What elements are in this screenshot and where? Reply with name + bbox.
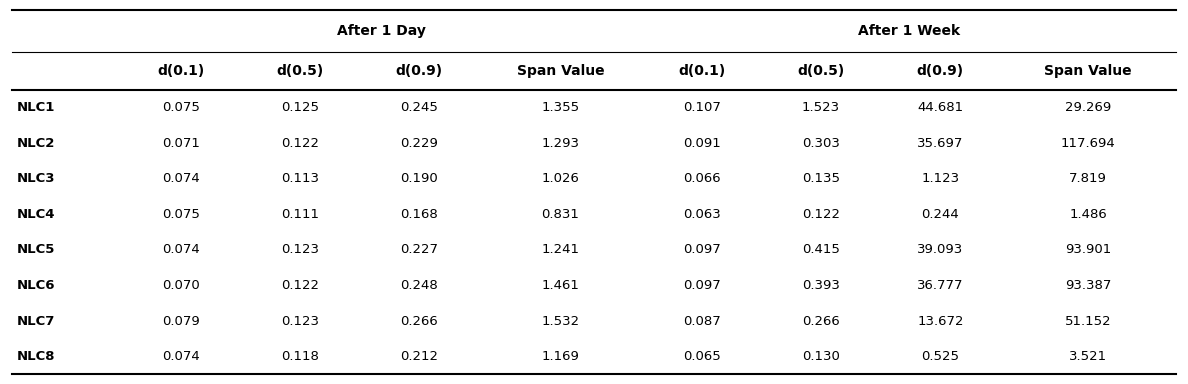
Text: 1.461: 1.461	[542, 279, 580, 292]
Text: After 1 Day: After 1 Day	[337, 23, 426, 38]
Text: 1.293: 1.293	[542, 137, 580, 150]
Text: NLC6: NLC6	[17, 279, 55, 292]
Text: 44.681: 44.681	[917, 101, 963, 114]
Text: 1.123: 1.123	[922, 172, 960, 185]
Text: NLC1: NLC1	[17, 101, 55, 114]
Text: 0.118: 0.118	[282, 350, 318, 363]
Text: 0.113: 0.113	[282, 172, 320, 185]
Text: 0.123: 0.123	[282, 243, 320, 257]
Text: 0.111: 0.111	[282, 208, 320, 221]
Text: 0.075: 0.075	[162, 101, 200, 114]
Text: 0.107: 0.107	[683, 101, 721, 114]
Text: 0.122: 0.122	[282, 279, 320, 292]
Text: 0.135: 0.135	[802, 172, 840, 185]
Text: 0.525: 0.525	[922, 350, 960, 363]
Text: Span Value: Span Value	[517, 64, 605, 78]
Text: 1.169: 1.169	[542, 350, 580, 363]
Text: 0.071: 0.071	[162, 137, 200, 150]
Text: 0.065: 0.065	[683, 350, 721, 363]
Text: 7.819: 7.819	[1069, 172, 1107, 185]
Text: 0.070: 0.070	[162, 279, 200, 292]
Text: 1.241: 1.241	[542, 243, 580, 257]
Text: 0.122: 0.122	[802, 208, 840, 221]
Text: 0.248: 0.248	[400, 279, 438, 292]
Text: 13.672: 13.672	[917, 314, 963, 328]
Text: d(0.5): d(0.5)	[797, 64, 845, 78]
Text: 0.066: 0.066	[683, 172, 720, 185]
Text: 117.694: 117.694	[1061, 137, 1116, 150]
Text: 0.123: 0.123	[282, 314, 320, 328]
Text: 1.026: 1.026	[542, 172, 580, 185]
Text: 36.777: 36.777	[917, 279, 963, 292]
Text: 3.521: 3.521	[1069, 350, 1107, 363]
Text: 0.079: 0.079	[162, 314, 200, 328]
Text: 0.168: 0.168	[400, 208, 438, 221]
Text: 0.244: 0.244	[922, 208, 959, 221]
Text: d(0.1): d(0.1)	[678, 64, 726, 78]
Text: NLC7: NLC7	[17, 314, 55, 328]
Text: NLC2: NLC2	[17, 137, 55, 150]
Text: 93.387: 93.387	[1064, 279, 1111, 292]
Text: 35.697: 35.697	[917, 137, 963, 150]
Text: After 1 Week: After 1 Week	[858, 23, 960, 38]
Text: 0.229: 0.229	[400, 137, 438, 150]
Text: 0.063: 0.063	[683, 208, 721, 221]
Text: 0.097: 0.097	[683, 279, 721, 292]
Text: 0.122: 0.122	[282, 137, 320, 150]
Text: 0.831: 0.831	[542, 208, 580, 221]
Text: 0.190: 0.190	[400, 172, 438, 185]
Text: 0.245: 0.245	[400, 101, 438, 114]
Text: NLC4: NLC4	[17, 208, 55, 221]
Text: 51.152: 51.152	[1064, 314, 1112, 328]
Text: Span Value: Span Value	[1044, 64, 1132, 78]
Text: 0.074: 0.074	[162, 243, 200, 257]
Text: 0.227: 0.227	[400, 243, 438, 257]
Text: 0.091: 0.091	[683, 137, 721, 150]
Text: NLC5: NLC5	[17, 243, 55, 257]
Text: 1.355: 1.355	[542, 101, 580, 114]
Text: d(0.1): d(0.1)	[157, 64, 204, 78]
Text: NLC8: NLC8	[17, 350, 55, 363]
Text: 0.266: 0.266	[400, 314, 438, 328]
Text: 0.212: 0.212	[400, 350, 438, 363]
Text: 0.393: 0.393	[802, 279, 840, 292]
Text: 0.130: 0.130	[802, 350, 840, 363]
Text: 29.269: 29.269	[1064, 101, 1111, 114]
Text: 0.075: 0.075	[162, 208, 200, 221]
Text: 0.266: 0.266	[802, 314, 840, 328]
Text: 1.532: 1.532	[542, 314, 580, 328]
Text: 0.087: 0.087	[683, 314, 721, 328]
Text: d(0.9): d(0.9)	[396, 64, 443, 78]
Text: 1.486: 1.486	[1069, 208, 1107, 221]
Text: NLC3: NLC3	[17, 172, 55, 185]
Text: d(0.9): d(0.9)	[917, 64, 963, 78]
Text: 0.074: 0.074	[162, 350, 200, 363]
Text: 0.125: 0.125	[282, 101, 320, 114]
Text: 0.074: 0.074	[162, 172, 200, 185]
Text: 0.415: 0.415	[802, 243, 840, 257]
Text: 0.097: 0.097	[683, 243, 721, 257]
Text: 0.303: 0.303	[802, 137, 840, 150]
Text: d(0.5): d(0.5)	[277, 64, 323, 78]
Text: 39.093: 39.093	[917, 243, 963, 257]
Text: 1.523: 1.523	[802, 101, 840, 114]
Text: 93.901: 93.901	[1064, 243, 1111, 257]
